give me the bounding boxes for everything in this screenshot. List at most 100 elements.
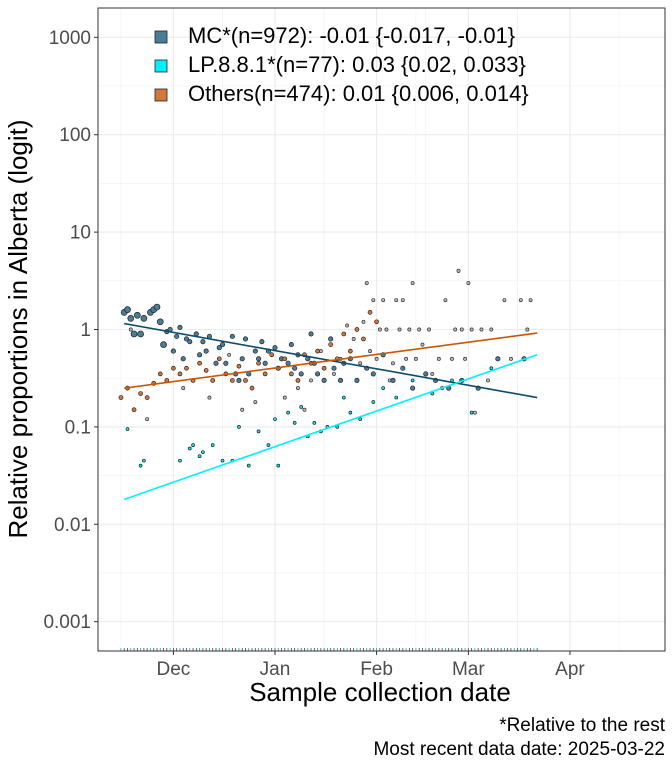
data-point-series-2 [358, 417, 363, 422]
data-point-series-3 [243, 378, 248, 383]
trend-lines [123, 322, 538, 501]
data-point-series-1 [183, 336, 190, 342]
legend-key-series-1 [154, 30, 168, 44]
data-point-background [397, 327, 402, 332]
data-point-background [371, 298, 376, 303]
data-point-series-2 [187, 446, 192, 451]
data-point-series-1 [410, 385, 416, 391]
data-point-background [128, 327, 133, 332]
data-point-background [417, 327, 422, 332]
data-point-series-1 [315, 371, 321, 377]
data-point-background [518, 298, 523, 303]
data-point-background [302, 407, 307, 412]
data-point-series-2 [246, 463, 251, 468]
data-point-series-3 [230, 378, 235, 383]
data-point-background [528, 298, 533, 303]
data-point-series-3 [144, 395, 150, 400]
data-point-background [502, 298, 507, 303]
data-point-series-2 [142, 458, 146, 463]
data-point-background [384, 327, 389, 332]
data-point-series-1 [262, 360, 268, 366]
data-point-background [295, 386, 300, 391]
data-point-background [368, 349, 372, 354]
data-point-series-1 [285, 360, 291, 366]
data-point-series-1 [242, 336, 249, 342]
data-point-series-3 [157, 371, 163, 377]
data-point-series-3 [269, 352, 275, 358]
y-tick-label: 1 [80, 320, 91, 341]
data-point-series-3 [295, 378, 301, 383]
data-point-series-3 [138, 391, 143, 396]
data-point-series-2 [286, 410, 290, 415]
data-point-series-1 [177, 324, 183, 330]
data-point-background [391, 361, 395, 366]
data-point-background [509, 356, 513, 361]
y-axis: 0.001 0.01 0.1 1 10 100 1000 [43, 28, 98, 633]
y-tick-label: 1000 [49, 28, 91, 49]
caption-line-1: *Relative to the rest [499, 715, 666, 736]
data-point-series-1 [390, 377, 396, 383]
y-tick-label: 10 [70, 223, 91, 244]
data-point-series-3 [328, 342, 334, 347]
data-point-background [436, 356, 441, 361]
data-point-background [207, 395, 212, 400]
data-point-series-1 [213, 360, 219, 366]
data-point-background [377, 327, 382, 332]
data-point-series-1 [219, 342, 226, 348]
data-point-series-1 [124, 306, 131, 313]
legend: MC*(n=972): -0.01 {-0.017, -0.01} LP.8.8.… [154, 23, 529, 106]
data-point-series-1 [292, 365, 298, 371]
legend-label-series-2: LP.8.8.1*(n=77): 0.03 {0.02, 0.033} [188, 52, 526, 77]
data-point-series-3 [341, 331, 347, 337]
data-point-series-2 [489, 366, 494, 371]
data-point-series-2 [237, 425, 241, 429]
data-point-background [472, 410, 477, 415]
data-point-background [364, 281, 369, 285]
x-tick-label: Feb [360, 659, 393, 680]
data-point-series-2 [138, 463, 143, 468]
data-point-series-2 [381, 386, 385, 390]
data-point-series-3 [367, 309, 373, 315]
data-point-series-2 [210, 443, 215, 447]
data-point-series-3 [262, 371, 268, 377]
trend-line-series-3 [124, 332, 538, 389]
data-point-background [407, 327, 412, 332]
data-point-series-2 [292, 421, 297, 425]
data-point-series-3 [171, 365, 176, 371]
data-point-series-3 [177, 371, 183, 377]
legend-label-series-1: MC*(n=972): -0.01 {-0.017, -0.01} [188, 23, 515, 48]
y-tick-label: 0.001 [43, 612, 91, 633]
data-point-series-2 [266, 443, 271, 447]
data-point-series-2 [371, 400, 376, 404]
data-point-background [420, 342, 425, 347]
caption-line-2: Most recent data date: 2025-03-22 [373, 739, 665, 760]
data-point-series-1 [216, 345, 222, 351]
data-point-series-3 [256, 360, 261, 366]
data-point-series-2 [348, 410, 353, 415]
data-point-series-1 [288, 342, 294, 348]
data-point-series-1 [156, 318, 164, 326]
data-point-series-2 [469, 410, 474, 415]
x-axis-title: Sample collection date [249, 677, 511, 707]
data-point-background [404, 356, 409, 361]
y-tick-label: 0.1 [65, 417, 91, 438]
data-point-series-1 [370, 371, 376, 377]
data-point-series-1 [160, 341, 167, 348]
data-point-series-2 [276, 463, 281, 468]
data-point-background [374, 356, 379, 361]
legend-key-series-2 [154, 59, 168, 73]
data-point-series-3 [210, 378, 216, 383]
data-point-background [489, 327, 494, 332]
data-point-series-3 [321, 365, 327, 371]
data-point-series-2 [191, 443, 195, 447]
data-point-background [332, 371, 336, 376]
data-point-series-1 [229, 333, 235, 339]
data-point-background [469, 327, 474, 332]
data-point-background [427, 327, 431, 332]
data-point-series-1 [174, 333, 180, 339]
data-point-background [240, 407, 245, 412]
x-tick-label: Jan [260, 659, 291, 680]
data-point-series-1 [239, 356, 245, 362]
data-point-series-1 [137, 330, 144, 338]
